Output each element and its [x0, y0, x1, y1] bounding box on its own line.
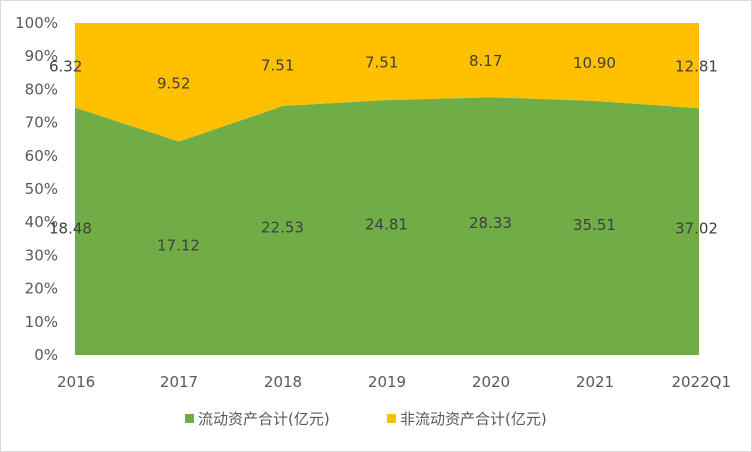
data-label-current: 35.51 — [573, 216, 616, 234]
y-tick-label: 0% — [34, 346, 58, 364]
y-tick-label: 50% — [25, 180, 58, 198]
data-label-non-current: 7.51 — [261, 57, 294, 75]
data-label-current: 17.12 — [157, 236, 200, 254]
y-tick-label: 30% — [25, 246, 58, 264]
data-label-non-current: 9.52 — [157, 74, 190, 92]
y-tick-label: 60% — [25, 147, 58, 165]
y-tick-label: 80% — [25, 80, 58, 98]
area-current-assets — [75, 97, 699, 356]
y-axis-ticks: 0% 10% 20% 30% 40% 50% 60% 70% 80% 90% 100% — [15, 14, 58, 364]
legend: 流动资产合计(亿元) 非流动资产合计(亿元) — [185, 410, 547, 428]
area-layer — [75, 23, 699, 356]
data-label-current: 18.48 — [49, 219, 92, 237]
data-label-current: 37.02 — [675, 220, 718, 238]
x-tick-label: 2016 — [57, 373, 95, 391]
area-non-current-assets — [75, 23, 699, 142]
x-axis-ticks: 2016 2017 2018 2019 2020 2021 2022Q1 — [57, 373, 731, 391]
y-tick-label: 10% — [25, 313, 58, 331]
x-tick-label: 2017 — [160, 373, 198, 391]
data-label-non-current: 10.90 — [573, 54, 616, 72]
legend-label-current: 流动资产合计(亿元) — [198, 410, 330, 428]
x-tick-label: 2021 — [576, 373, 614, 391]
data-label-current: 24.81 — [365, 216, 408, 234]
data-label-non-current: 8.17 — [469, 52, 502, 70]
data-label-current: 22.53 — [261, 219, 304, 237]
legend-swatch-current — [185, 414, 194, 423]
data-label-non-current: 12.81 — [675, 58, 718, 76]
data-label-non-current: 7.51 — [365, 54, 398, 72]
legend-label-non-current: 非流动资产合计(亿元) — [400, 410, 547, 428]
x-tick-label: 2018 — [264, 373, 302, 391]
y-tick-label: 90% — [25, 47, 58, 65]
x-tick-label: 2020 — [472, 373, 510, 391]
y-tick-label: 100% — [15, 14, 58, 32]
y-tick-label: 40% — [25, 213, 58, 231]
x-tick-label: 2022Q1 — [671, 373, 731, 391]
y-tick-label: 70% — [25, 114, 58, 132]
data-label-current: 28.33 — [469, 214, 512, 232]
x-tick-label: 2019 — [368, 373, 406, 391]
legend-swatch-non-current — [387, 414, 396, 423]
y-tick-label: 20% — [25, 280, 58, 298]
data-label-non-current: 6.32 — [49, 57, 82, 75]
data-labels: 18.48 17.12 22.53 24.81 28.33 35.51 37.02 6.32 9… — [49, 52, 718, 254]
